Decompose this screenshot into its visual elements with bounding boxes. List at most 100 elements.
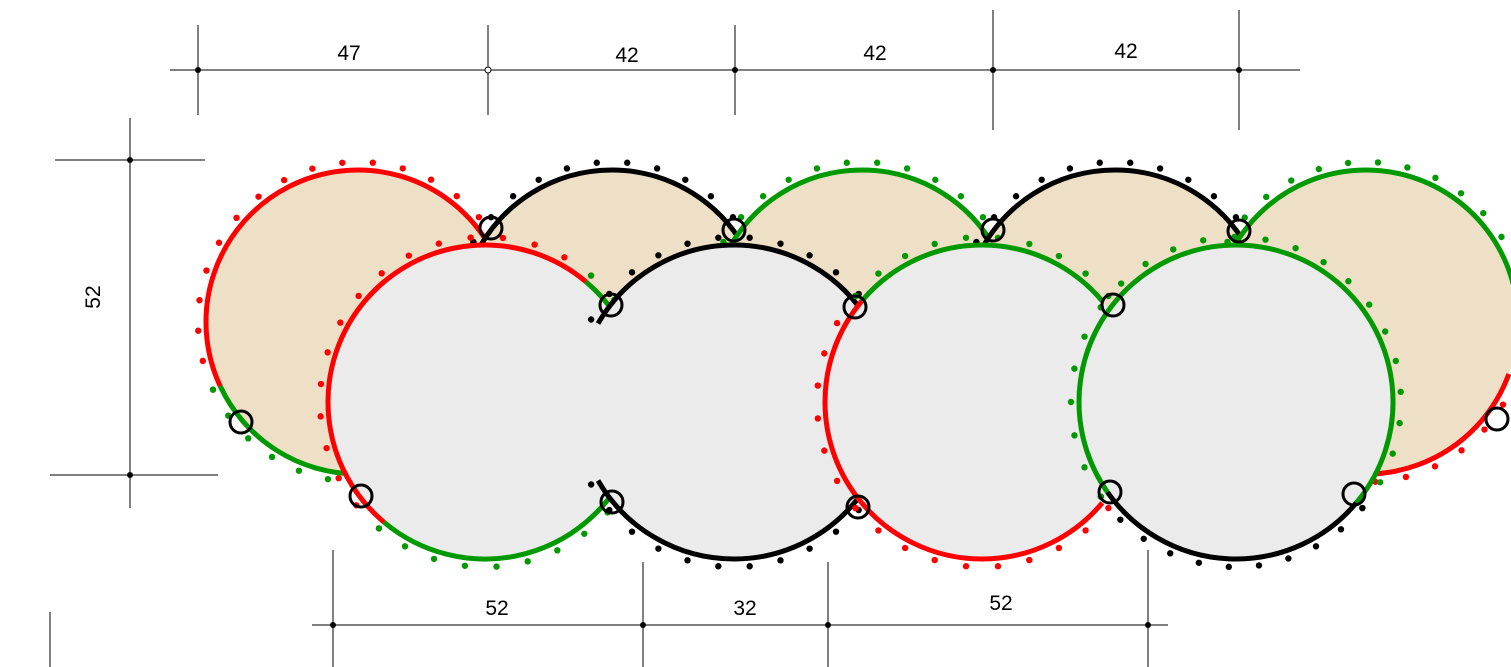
- rebar-dot: [932, 176, 939, 183]
- rebar-dot: [461, 562, 469, 569]
- rebar-dot: [1431, 463, 1439, 470]
- primary-pile-body: [825, 245, 1139, 559]
- rebar-dot: [324, 349, 331, 356]
- rebar-dot: [875, 270, 882, 277]
- intersection-ring: [1484, 406, 1510, 432]
- rebar-dot: [1396, 419, 1403, 427]
- rebar-dot: [593, 159, 600, 166]
- rebar-dot: [509, 193, 517, 200]
- rebar-dot: [746, 234, 753, 241]
- primary-pile-reinforcement-arc: [325, 242, 588, 525]
- rebar-dot: [684, 240, 691, 247]
- rebar-dot: [587, 316, 595, 323]
- secondary-pile-reinforcement-arc: [217, 385, 359, 477]
- rebar-dot: [931, 556, 938, 564]
- rebar-dot: [378, 270, 385, 277]
- rebar-dot: [1012, 193, 1020, 200]
- rebar-dot: [1404, 164, 1411, 171]
- rebar-dot: [1055, 544, 1063, 552]
- left-dimension: 52: [50, 118, 218, 508]
- rebar-dot: [323, 444, 330, 452]
- rebar-dot: [903, 165, 911, 172]
- rebar-dot: [715, 234, 722, 241]
- rebar-dot: [499, 234, 507, 242]
- rebar-dot: [339, 159, 346, 166]
- rebar-dot: [1082, 270, 1089, 277]
- primary-piles: [317, 233, 1404, 571]
- rebar-dot: [821, 447, 828, 454]
- left-dim: 52: [82, 285, 105, 308]
- rebar-dot: [1156, 165, 1164, 172]
- rebar-dot: [901, 544, 909, 552]
- rebar-dot: [875, 527, 882, 534]
- secondary-pile-reinforcement-arc: [981, 167, 1249, 248]
- top-dim-3: 42: [863, 42, 886, 65]
- rebar-dot: [196, 297, 203, 304]
- intersection-ring: [842, 294, 868, 320]
- rebar-dot: [215, 239, 223, 246]
- rebar-dot: [1285, 555, 1292, 562]
- rebar-dot: [337, 319, 344, 326]
- rebar-dot: [1262, 236, 1269, 243]
- rebar-dot: [1432, 174, 1439, 182]
- rebar-dot: [833, 319, 841, 327]
- rebar-dot: [524, 558, 531, 565]
- rebar-dot: [255, 193, 262, 200]
- primary-pile-reinforcement-arc: [1105, 242, 1396, 505]
- secondary-pile-reinforcement-arc: [478, 167, 746, 248]
- rebar-dot: [295, 467, 303, 474]
- rebar-dot: [785, 176, 792, 183]
- rebar-dot: [1082, 527, 1089, 534]
- rebar-dot: [1498, 233, 1505, 241]
- rebar-dot: [979, 214, 987, 221]
- rebar-dot: [309, 165, 316, 172]
- rebar-dot: [405, 252, 413, 259]
- rebar-dot: [1067, 398, 1075, 406]
- rebar-dot: [317, 413, 324, 420]
- rebar-dot: [1397, 388, 1404, 396]
- rebar-dot: [1195, 559, 1203, 566]
- bottom-dimension-chain: 52 32 52: [49, 550, 1168, 667]
- rebar-dot: [994, 563, 1002, 570]
- rebar-dot: [1170, 246, 1177, 253]
- rebar-dot: [1185, 176, 1192, 183]
- rebar-dot: [1381, 328, 1389, 335]
- rebar-dot: [821, 350, 828, 357]
- rebar-dot: [475, 213, 483, 221]
- rebar-dot: [746, 563, 753, 570]
- rebar-dot: [563, 165, 571, 172]
- rebar-dot: [453, 192, 460, 200]
- rebar-dot: [814, 415, 822, 422]
- rebar-dot: [1140, 535, 1147, 542]
- rebar-dot: [777, 557, 784, 564]
- rebar-dot: [1312, 543, 1320, 550]
- rebar-dot: [1142, 260, 1149, 268]
- rebar-dot: [1081, 333, 1088, 340]
- rebar-dot: [832, 269, 840, 276]
- bottom-dim-2: 32: [733, 597, 756, 620]
- rebar-dot: [1263, 193, 1270, 201]
- rebar-dot: [715, 563, 722, 570]
- rebar-dot: [1365, 301, 1373, 308]
- rebar-dot: [1055, 252, 1063, 260]
- rebar-dot: [1167, 550, 1174, 557]
- rebar-dot: [1389, 450, 1396, 457]
- rebar-dot: [435, 240, 443, 247]
- rebar-dot: [806, 545, 813, 552]
- bottom-dim-1: 52: [485, 597, 508, 620]
- rebar-dot: [1345, 278, 1352, 285]
- rebar-dot: [931, 240, 938, 248]
- rebar-dot: [1499, 401, 1507, 408]
- rebar-dot: [813, 165, 821, 172]
- rebar-dot: [1096, 159, 1103, 166]
- rebar-dot: [1127, 159, 1134, 166]
- intersection-ring: [598, 292, 624, 318]
- rebar-dot: [375, 525, 383, 532]
- rebar-dot: [199, 357, 206, 365]
- rebar-dot: [707, 193, 715, 200]
- rebar-dot: [1315, 165, 1323, 173]
- intersection-ring: [980, 217, 1006, 243]
- rebar-dot: [195, 327, 202, 334]
- rebar-dot: [655, 252, 662, 259]
- primary-pile-reinforcement-arc: [595, 242, 873, 325]
